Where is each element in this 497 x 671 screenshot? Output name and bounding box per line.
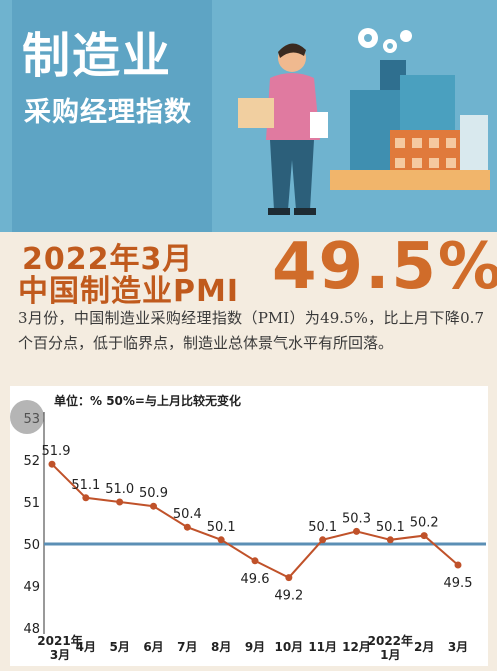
hero-title-band [12, 0, 212, 232]
factory-worker-illustration [238, 28, 490, 215]
gear-icon [400, 30, 412, 42]
worker-pants [270, 140, 314, 210]
headline-date: 2022年3月 [22, 242, 194, 277]
x-tick-label: 4月 [76, 640, 96, 654]
y-tick-label: 51 [23, 496, 40, 511]
clipboard-shape [310, 112, 328, 138]
data-label: 50.1 [207, 520, 236, 535]
x-tick-label: 12月 [342, 640, 371, 654]
data-point [319, 536, 327, 544]
data-point [353, 527, 360, 535]
data-label: 50.4 [173, 507, 202, 522]
headline-block: 2022年3月 中国制造业PMI 49.5% [0, 230, 497, 309]
data-label: 50.3 [342, 511, 371, 526]
x-tick-label: 2月 [414, 640, 434, 654]
data-point [116, 498, 124, 506]
y-tick-label: 50 [23, 538, 40, 553]
chart-unit-note: 单位：% 50%=与上月比较无变化 [54, 394, 241, 408]
x-tick-label: 10月 [274, 640, 303, 654]
overlay-dot [10, 400, 44, 434]
data-label: 49.2 [274, 589, 303, 604]
y-tick-label: 52 [23, 454, 40, 469]
data-label: 49.5 [444, 576, 473, 591]
y-tick-label: 48 [23, 622, 40, 637]
x-tick-label: 8月 [211, 640, 231, 654]
data-label: 50.1 [376, 520, 405, 535]
data-point [285, 574, 293, 582]
headline-indicator-name: 中国制造业PMI [18, 274, 240, 309]
data-label: 50.9 [139, 486, 168, 501]
y-tick-label: 49 [23, 580, 40, 595]
data-point [82, 494, 90, 502]
x-tick-label: 2022年 1月 [368, 633, 413, 662]
headline-pmi-value: 49.5% [272, 230, 497, 304]
data-label: 51.1 [71, 478, 100, 493]
x-tick-label: 9月 [245, 640, 265, 654]
x-tick-label: 2021年 3月 [37, 633, 82, 662]
hero-subtitle: 采购经理指数 [24, 97, 192, 128]
data-point [217, 536, 225, 544]
data-label: 51.9 [42, 444, 71, 459]
x-tick-label: 5月 [109, 640, 129, 654]
data-label: 50.2 [410, 516, 439, 531]
worker-shirt [266, 73, 320, 140]
data-label: 50.1 [308, 520, 337, 535]
data-point [150, 502, 157, 510]
box-shape [238, 98, 274, 128]
x-tick-label: 7月 [177, 640, 197, 654]
data-label: 51.0 [105, 482, 134, 497]
x-tick-label: 3月 [448, 640, 468, 654]
data-label: 49.6 [241, 572, 270, 587]
summary-paragraph: 3月份，中国制造业采购经理指数（PMI）为49.5%，比上月下降0.7个百分点，… [18, 309, 484, 352]
data-point [420, 532, 428, 540]
hero-banner: 制造业 采购经理指数 [0, 0, 497, 232]
chart-panel [10, 386, 488, 666]
data-point [251, 557, 259, 565]
x-tick-label: 11月 [308, 640, 337, 654]
data-point [454, 561, 462, 569]
data-point [386, 536, 394, 544]
data-point [48, 460, 56, 468]
x-tick-label: 6月 [143, 640, 163, 654]
data-point [183, 523, 191, 531]
hero-title: 制造业 [22, 28, 173, 84]
